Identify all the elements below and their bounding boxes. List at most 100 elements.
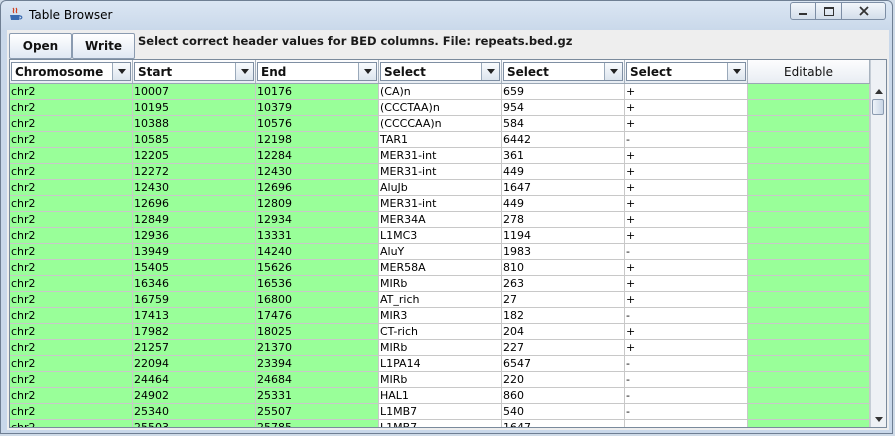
chevron-down-icon[interactable]: [727, 63, 745, 80]
table-cell[interactable]: 12934: [256, 212, 379, 228]
table-cell[interactable]: 17982: [133, 324, 256, 340]
table-cell[interactable]: 12198: [256, 132, 379, 148]
table-cell[interactable]: L1MC3: [379, 228, 502, 244]
editable-cell[interactable]: [748, 228, 870, 244]
table-row[interactable]: chr2 10585 12198 TAR1 6442-: [10, 132, 872, 148]
table-cell[interactable]: 10388: [133, 116, 256, 132]
table-cell[interactable]: 12696: [133, 196, 256, 212]
table-cell[interactable]: 12936: [133, 228, 256, 244]
table-row[interactable]: chr2 13949 14240 AluY 1983-: [10, 244, 872, 260]
chevron-down-icon[interactable]: [481, 63, 499, 80]
table-cell[interactable]: 24464: [133, 372, 256, 388]
table-cell[interactable]: 24684: [256, 372, 379, 388]
table-cell[interactable]: 263: [502, 276, 625, 292]
table-cell[interactable]: CT-rich: [379, 324, 502, 340]
table-cell[interactable]: 16536: [256, 276, 379, 292]
table-cell[interactable]: +: [625, 340, 748, 356]
table-cell[interactable]: chr2: [10, 340, 133, 356]
table-cell[interactable]: MER58A: [379, 260, 502, 276]
table-cell[interactable]: 220: [502, 372, 625, 388]
table-cell[interactable]: +: [625, 164, 748, 180]
table-row[interactable]: chr2 17413 17476 MIR3 182-: [10, 308, 872, 324]
table-cell[interactable]: 12205: [133, 148, 256, 164]
table-cell[interactable]: 12284: [256, 148, 379, 164]
table-cell[interactable]: +: [625, 260, 748, 276]
scroll-down-button[interactable]: [871, 412, 886, 427]
table-cell[interactable]: 15626: [256, 260, 379, 276]
table-cell[interactable]: -: [625, 372, 748, 388]
table-cell[interactable]: 1647: [502, 180, 625, 196]
editable-cell[interactable]: [748, 388, 870, 404]
table-row[interactable]: chr2 16759 16800 AT_rich 27 +: [10, 292, 872, 308]
table-cell[interactable]: MIRb: [379, 340, 502, 356]
table-row[interactable]: chr2 25503 25785 L1MB7 1647-: [10, 420, 872, 427]
table-cell[interactable]: chr2: [10, 244, 133, 260]
table-row[interactable]: chr2 22094 23394 L1PA14 6547-: [10, 356, 872, 372]
table-cell[interactable]: +: [625, 292, 748, 308]
table-cell[interactable]: 810: [502, 260, 625, 276]
table-cell[interactable]: AluJb: [379, 180, 502, 196]
table-cell[interactable]: AT_rich: [379, 292, 502, 308]
table-row[interactable]: chr2 12430 12696 AluJb 1647 +: [10, 180, 872, 196]
table-cell[interactable]: -: [625, 388, 748, 404]
table-cell[interactable]: 659: [502, 84, 625, 100]
editable-cell[interactable]: [748, 212, 870, 228]
table-cell[interactable]: MER31-int: [379, 148, 502, 164]
table-cell[interactable]: chr2: [10, 356, 133, 372]
editable-cell[interactable]: [748, 260, 870, 276]
vertical-scrollbar[interactable]: [870, 60, 886, 427]
table-cell[interactable]: 25785: [256, 420, 379, 427]
table-cell[interactable]: 12696: [256, 180, 379, 196]
table-cell[interactable]: chr2: [10, 164, 133, 180]
table-cell[interactable]: chr2: [10, 388, 133, 404]
table-cell[interactable]: 10195: [133, 100, 256, 116]
table-cell[interactable]: -: [625, 404, 748, 420]
table-cell[interactable]: (CCCCAA)n: [379, 116, 502, 132]
table-cell[interactable]: 17476: [256, 308, 379, 324]
table-cell[interactable]: L1MB7: [379, 420, 502, 427]
table-cell[interactable]: L1MB7: [379, 404, 502, 420]
table-cell[interactable]: 1647: [502, 420, 625, 427]
editable-cell[interactable]: [748, 148, 870, 164]
table-cell[interactable]: chr2: [10, 132, 133, 148]
editable-cell[interactable]: [748, 164, 870, 180]
table-cell[interactable]: +: [625, 116, 748, 132]
table-cell[interactable]: 10007: [133, 84, 256, 100]
editable-cell[interactable]: [748, 132, 870, 148]
title-bar[interactable]: Table Browser: [1, 1, 892, 29]
chevron-down-icon[interactable]: [235, 63, 253, 80]
table-cell[interactable]: +: [625, 212, 748, 228]
table-cell[interactable]: +: [625, 100, 748, 116]
write-button[interactable]: Write: [72, 33, 135, 59]
table-cell[interactable]: 14240: [256, 244, 379, 260]
table-cell[interactable]: 25331: [256, 388, 379, 404]
table-row[interactable]: chr2 25340 25507 L1MB7 540-: [10, 404, 872, 420]
editable-cell[interactable]: [748, 116, 870, 132]
table-cell[interactable]: 204: [502, 324, 625, 340]
column-select-5[interactable]: Select: [503, 62, 623, 81]
editable-cell[interactable]: [748, 372, 870, 388]
table-row[interactable]: chr2 12696 12809 MER31-int 449 +: [10, 196, 872, 212]
editable-cell[interactable]: [748, 276, 870, 292]
table-cell[interactable]: -: [625, 132, 748, 148]
table-cell[interactable]: L1PA14: [379, 356, 502, 372]
table-cell[interactable]: 860: [502, 388, 625, 404]
table-cell[interactable]: 227: [502, 340, 625, 356]
editable-cell[interactable]: [748, 196, 870, 212]
table-cell[interactable]: 954: [502, 100, 625, 116]
table-cell[interactable]: MER34A: [379, 212, 502, 228]
close-button[interactable]: [842, 2, 886, 20]
table-row[interactable]: chr2 21257 21370 MIRb 227 +: [10, 340, 872, 356]
editable-cell[interactable]: [748, 100, 870, 116]
editable-cell[interactable]: [748, 356, 870, 372]
table-row[interactable]: chr2 12205 12284 MER31-int 361 +: [10, 148, 872, 164]
table-row[interactable]: chr2 10195 10379 (CCCTAA)n 954 +: [10, 100, 872, 116]
table-row[interactable]: chr2 10388 10576 (CCCCAA)n 584 +: [10, 116, 872, 132]
table-cell[interactable]: 6442: [502, 132, 625, 148]
editable-cell[interactable]: [748, 420, 870, 427]
table-cell[interactable]: 1194: [502, 228, 625, 244]
table-cell[interactable]: MER31-int: [379, 164, 502, 180]
maximize-button[interactable]: [816, 2, 842, 20]
table-cell[interactable]: 17413: [133, 308, 256, 324]
table-cell[interactable]: chr2: [10, 212, 133, 228]
